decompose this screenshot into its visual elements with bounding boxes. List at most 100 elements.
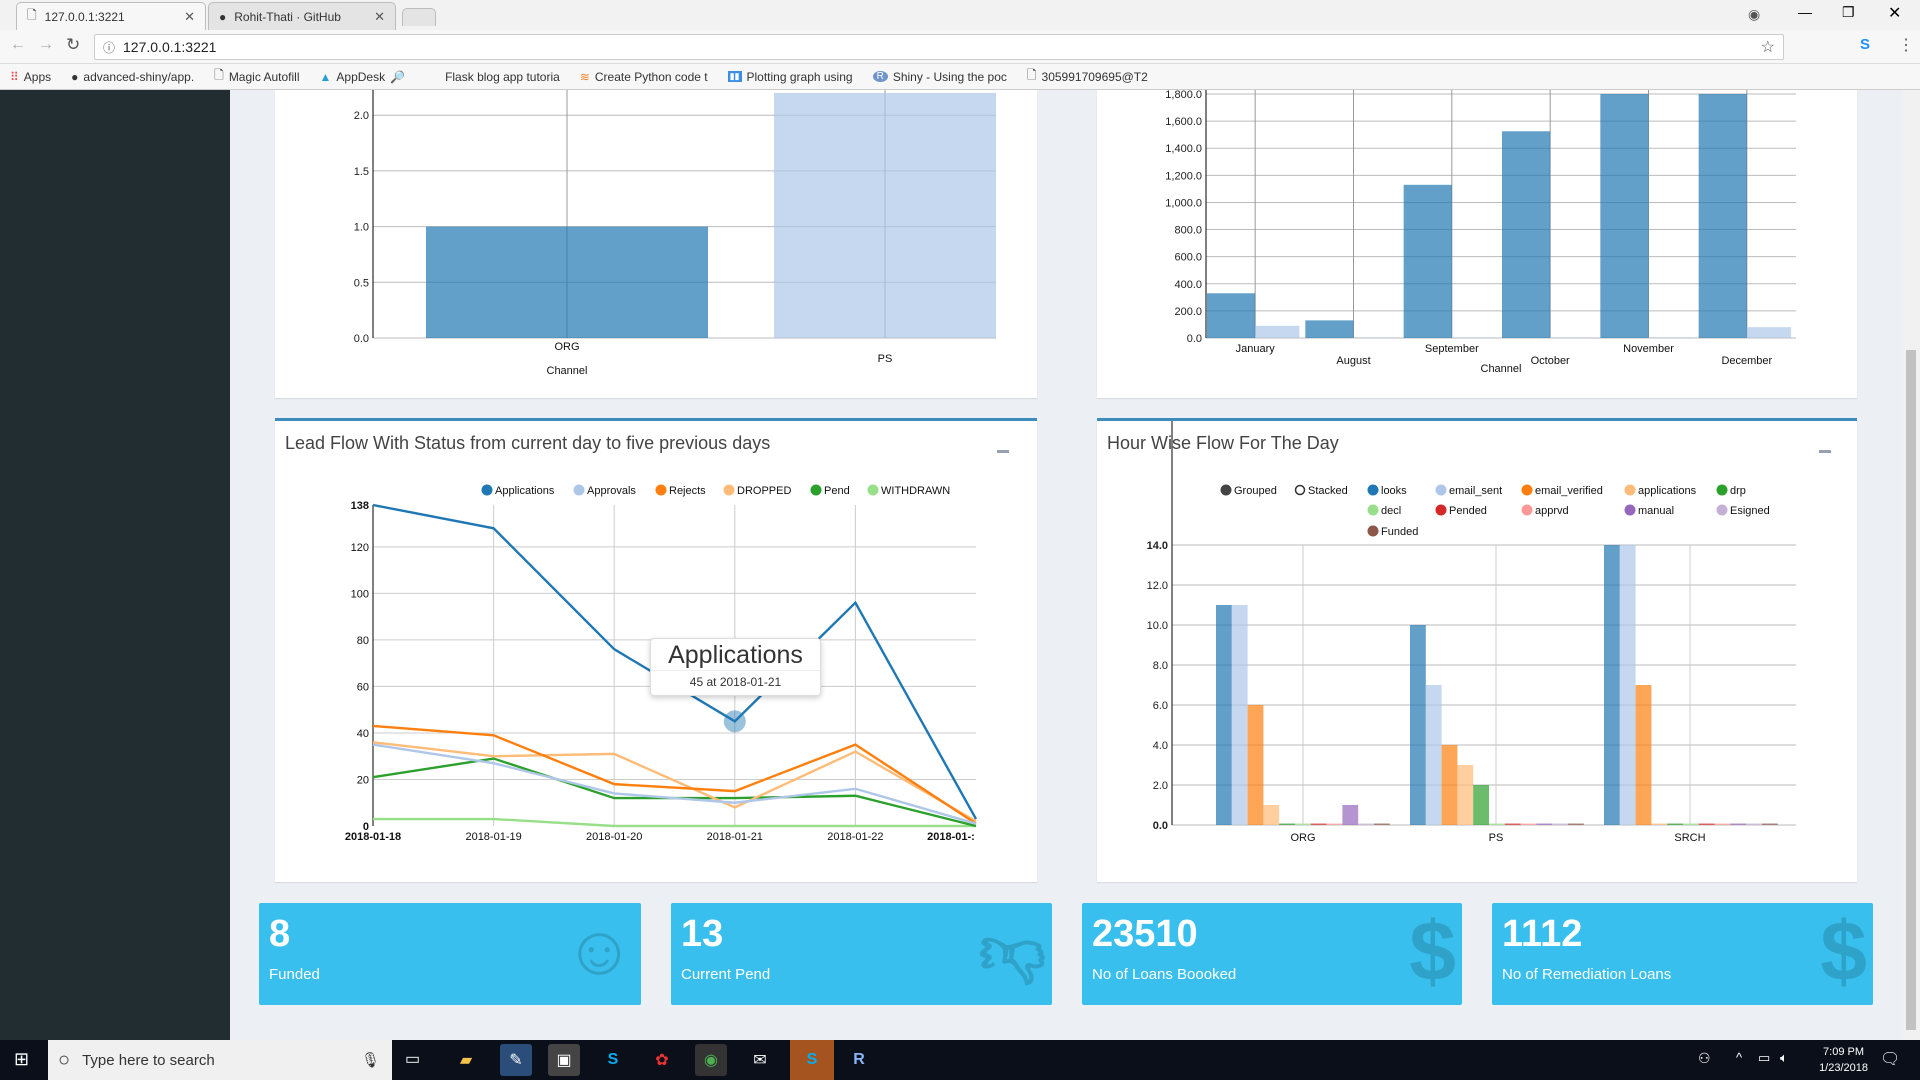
bar-ORG-applications (1263, 805, 1280, 825)
line-DROPPED (372, 741, 977, 823)
app-icon[interactable]: ▣ (548, 1044, 580, 1076)
bookmark-star-icon[interactable]: ☆ (1760, 39, 1775, 56)
legend-label: apprvd (1535, 505, 1569, 517)
legend-label: email_verified (1535, 485, 1603, 497)
bar-SRCH-manual (1730, 823, 1747, 825)
tab-localhost[interactable]: 🗋 127.0.0.1:3221 ✕ (16, 2, 206, 30)
bar-PS-manual (1536, 823, 1553, 825)
bookmark-item[interactable]: 🗋 Magic Autofill (214, 66, 299, 87)
bookmark-apps[interactable]: ⠿ Apps (10, 70, 51, 84)
task-view-icon[interactable]: ▭ (405, 1051, 421, 1068)
y-tick-label: 1.5 (354, 166, 369, 178)
cortana-icon: ○ (58, 1048, 71, 1071)
restore-icon[interactable]: ❐ (1842, 4, 1855, 20)
info-label: No of Remediation Loans (1502, 966, 1672, 983)
taskbar-search[interactable]: ○ Type here to search 🎙︎ (48, 1040, 392, 1080)
legend-dot-Rejects (655, 484, 667, 496)
bar-PS-email_sent (1425, 685, 1442, 825)
bar-ORG-email_verified (1247, 705, 1264, 825)
forward-icon[interactable]: → (38, 36, 54, 53)
y-tick-label: 1,400.0 (1165, 143, 1202, 155)
close-tab-icon[interactable]: ✕ (184, 8, 195, 24)
bar-December-series2 (1746, 327, 1792, 338)
legend-label: Esigned (1730, 505, 1770, 517)
y-tick-label: 10.0 (1147, 620, 1168, 632)
address-bar[interactable]: ⓘ 127.0.0.1:3221 ☆ (94, 34, 1784, 60)
bar-November-series2 (1648, 337, 1693, 338)
dollar-icon: $ (1820, 904, 1867, 998)
skype-icon[interactable]: S (607, 1051, 619, 1068)
bookmark-item[interactable]: ● advanced-shiny/app. (71, 70, 194, 84)
legend-dot-email_verified (1521, 484, 1533, 496)
bar-October-series1 (1502, 131, 1551, 338)
address-row: ← → ↻ ⓘ 127.0.0.1:3221 ☆ S ⋮ (0, 30, 1920, 64)
r-icon[interactable]: R (853, 1051, 865, 1068)
legend-dot-apprvd (1521, 504, 1533, 516)
legend-label: Pended (1449, 505, 1487, 517)
bookmark-label: Plotting graph using (746, 69, 853, 84)
info-label: Current Pend (681, 966, 771, 983)
menu-icon[interactable]: ⋮ (1898, 37, 1914, 54)
legend-dot-decl (1367, 504, 1379, 516)
clock[interactable]: 7:09 PM 1/23/2018 (1819, 1044, 1868, 1076)
bookmark-item[interactable]: ▲ AppDesk 🔎 (320, 70, 406, 84)
scrollbar-thumb[interactable] (1906, 350, 1916, 1030)
bookmark-item[interactable]: ▮▮ Plotting graph using (727, 69, 853, 84)
info-label: Funded (269, 966, 320, 983)
notifications-icon[interactable]: 🗨︎ (1880, 1051, 1901, 1068)
skype-extension-icon[interactable]: S (1860, 36, 1871, 53)
tab-github[interactable]: ● Rohit-Thati · GitHub ✕ (208, 2, 396, 30)
github-icon: ● (71, 69, 79, 84)
close-tab-icon[interactable]: ✕ (374, 8, 385, 24)
bar-ORG-Pended (1310, 823, 1327, 825)
x-tick-label: August (1336, 355, 1370, 367)
y-tick-label: 1,000.0 (1165, 197, 1202, 209)
mail-icon[interactable]: ✉ (753, 1052, 767, 1069)
y-tick-label: 0.0 (354, 333, 369, 345)
legend-dot-looks (1367, 484, 1379, 496)
collapse-button[interactable] (1819, 450, 1831, 453)
y-tick-label: 138 (351, 500, 369, 512)
tab-bar: 🗋 127.0.0.1:3221 ✕ ● Rohit-Thati · GitHub ✕ … (0, 0, 1920, 30)
reload-icon[interactable]: ↻ (66, 35, 81, 54)
x-axis-title: Channel (1481, 363, 1522, 375)
legend-label: Rejects (669, 485, 706, 497)
hover-point (723, 710, 746, 733)
back-icon[interactable]: ← (10, 36, 26, 53)
info-box-funded: 8 Funded ☺ (259, 903, 641, 1005)
appdesk-icon: ▲ (319, 69, 332, 84)
bar-SRCH-decl (1683, 823, 1699, 825)
page-icon: 🗋 (1026, 68, 1037, 82)
profile-icon[interactable]: ◉ (1748, 6, 1761, 22)
skype-business-icon[interactable]: S (790, 1040, 834, 1080)
volume-icon[interactable]: 🔈︎ (1780, 1050, 1788, 1065)
app-icon[interactable]: ✎ (500, 1044, 532, 1076)
bar-PS-Esigned (1552, 823, 1568, 825)
chrome-icon[interactable]: ◉ (695, 1044, 727, 1076)
legend-label: Pend (824, 485, 850, 497)
bookmark-item[interactable]: ≋ Create Python code t (580, 70, 708, 84)
y-tick-label: 1,600.0 (1165, 116, 1202, 128)
collapse-button[interactable] (997, 450, 1009, 453)
windows-start-icon[interactable]: ⊞ (14, 1049, 30, 1069)
bookmark-item[interactable]: 🗋 305991709695@T2 (1027, 66, 1148, 87)
bar-PS-drp (1473, 785, 1489, 825)
network-icon[interactable]: ▭ (1758, 1050, 1771, 1065)
bar-SRCH-email_sent (1619, 545, 1636, 825)
new-tab-button[interactable] (402, 8, 436, 26)
app-icon[interactable]: ✿ (655, 1052, 669, 1069)
y-tick-label: 20 (357, 774, 369, 786)
tooltip-text: 45 at 2018-01-21 (689, 675, 782, 689)
microphone-icon[interactable]: 🎙︎ (360, 1052, 380, 1069)
bookmark-item[interactable]: R Shiny - Using the poc (872, 70, 1007, 84)
bar-PS-applications (1457, 765, 1474, 825)
chevron-up-icon[interactable]: ^ (1736, 1050, 1743, 1065)
file-explorer-icon[interactable]: ▰ (459, 1052, 473, 1069)
y-tick-label: 14.0 (1147, 540, 1168, 552)
close-window-icon[interactable]: ✕ (1888, 5, 1902, 22)
bookmark-item[interactable]: Flask blog app tutoria (445, 70, 560, 84)
people-icon[interactable]: ⚇ (1698, 1050, 1711, 1066)
minimize-icon[interactable]: — (1798, 4, 1812, 20)
tab-label: Rohit-Thati · GitHub (234, 9, 341, 24)
sidebar (0, 90, 230, 1040)
